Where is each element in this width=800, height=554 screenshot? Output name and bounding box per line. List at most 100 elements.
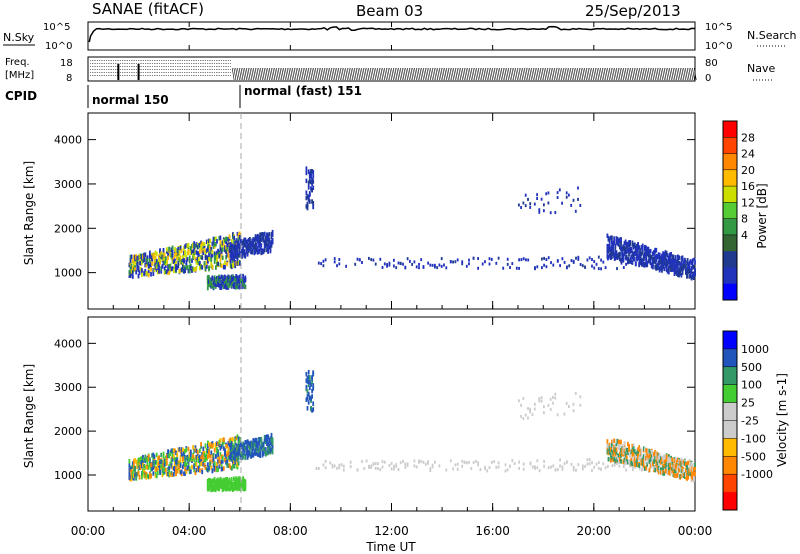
data-cell: [160, 269, 163, 274]
freq-mark: [403, 67, 407, 81]
data-cell: [138, 256, 141, 262]
data-cell: [221, 240, 224, 246]
data-cell: [258, 452, 260, 457]
data-cell: [670, 458, 672, 463]
freq-mark: [566, 67, 570, 81]
data-cell: [554, 211, 557, 214]
data-cell: [269, 247, 272, 252]
colorbar-tick-label: 12: [741, 196, 755, 209]
data-cell: [527, 416, 529, 420]
freq-mark: [552, 67, 555, 81]
data-cell: [259, 437, 261, 442]
data-cell: [172, 448, 175, 453]
data-cell: [266, 451, 268, 456]
data-cell: [238, 243, 241, 248]
data-cell: [236, 231, 239, 237]
data-cell: [640, 454, 643, 460]
data-cell: [307, 169, 310, 174]
data-cell: [390, 461, 393, 465]
data-cell: [472, 461, 475, 464]
data-cell: [634, 465, 637, 469]
data-cell: [237, 260, 240, 266]
data-cell: [238, 274, 241, 280]
data-cell: [689, 471, 692, 477]
data-cell: [208, 466, 210, 471]
data-cell: [152, 268, 155, 273]
data-cell: [243, 249, 246, 254]
data-cell: [615, 450, 618, 455]
data-cell: [641, 243, 644, 249]
data-cell: [486, 469, 489, 473]
data-cell: [661, 268, 663, 273]
data-cell: [222, 282, 225, 287]
data-cell: [180, 452, 183, 457]
data-cell: [216, 484, 218, 489]
freq-mark: [306, 67, 309, 81]
data-cell: [217, 280, 219, 286]
freq-mark: [562, 67, 566, 81]
data-cell: [133, 473, 135, 479]
data-cell: [411, 262, 413, 266]
data-cell: [653, 250, 655, 256]
data-cell: [230, 457, 233, 462]
data-cell: [230, 452, 233, 457]
data-cell: [232, 464, 234, 469]
data-cell: [522, 257, 525, 261]
data-cell: [625, 254, 628, 260]
freq-mark: [674, 67, 678, 81]
data-cell: [324, 258, 327, 262]
data-cell: [254, 245, 257, 250]
data-cell: [158, 254, 160, 259]
freq-mark: [412, 67, 416, 81]
data-cell: [229, 445, 232, 450]
data-cell: [687, 268, 690, 273]
data-cell: [307, 194, 310, 200]
data-cell: [150, 473, 152, 479]
data-cell: [208, 453, 210, 458]
y-tick-label: 1000: [54, 267, 82, 280]
data-cell: [131, 258, 134, 264]
data-cell: [374, 462, 377, 465]
data-cell: [241, 455, 243, 461]
data-cell: [251, 449, 254, 454]
data-cell: [543, 203, 545, 207]
data-cell: [222, 440, 225, 445]
data-cell: [166, 247, 168, 252]
data-cell: [216, 464, 218, 469]
data-cell: [229, 465, 232, 470]
data-cell: [220, 250, 223, 255]
data-cell: [586, 458, 589, 462]
data-cell: [595, 262, 598, 266]
data-cell: [235, 261, 238, 266]
data-cell: [312, 169, 315, 175]
data-cell: [639, 458, 642, 463]
data-cell: [673, 267, 676, 272]
data-cell: [497, 465, 500, 469]
data-cell: [213, 280, 216, 286]
data-cell: [541, 266, 543, 270]
data-cell: [245, 440, 248, 445]
freq-mark: [290, 67, 293, 81]
data-cell: [144, 252, 147, 257]
data-cell: [690, 469, 693, 474]
data-cell: [646, 448, 649, 453]
data-cell: [146, 460, 149, 465]
data-cell: [597, 267, 600, 271]
data-cell: [649, 453, 652, 459]
data-cell: [215, 265, 217, 270]
data-cell: [682, 264, 685, 269]
data-cell: [216, 441, 218, 446]
data-cell: [644, 459, 646, 464]
data-cell: [591, 461, 593, 465]
data-cell: [246, 247, 249, 252]
data-cell: [163, 257, 166, 262]
data-cell: [216, 253, 218, 258]
data-cell: [666, 269, 669, 274]
noise-left-label: N.Sky: [3, 31, 35, 44]
data-cell: [431, 465, 434, 469]
data-cell: [169, 267, 172, 273]
data-cell: [264, 241, 267, 246]
data-cell: [518, 258, 520, 262]
data-cell: [212, 281, 215, 287]
data-cell: [675, 263, 678, 268]
